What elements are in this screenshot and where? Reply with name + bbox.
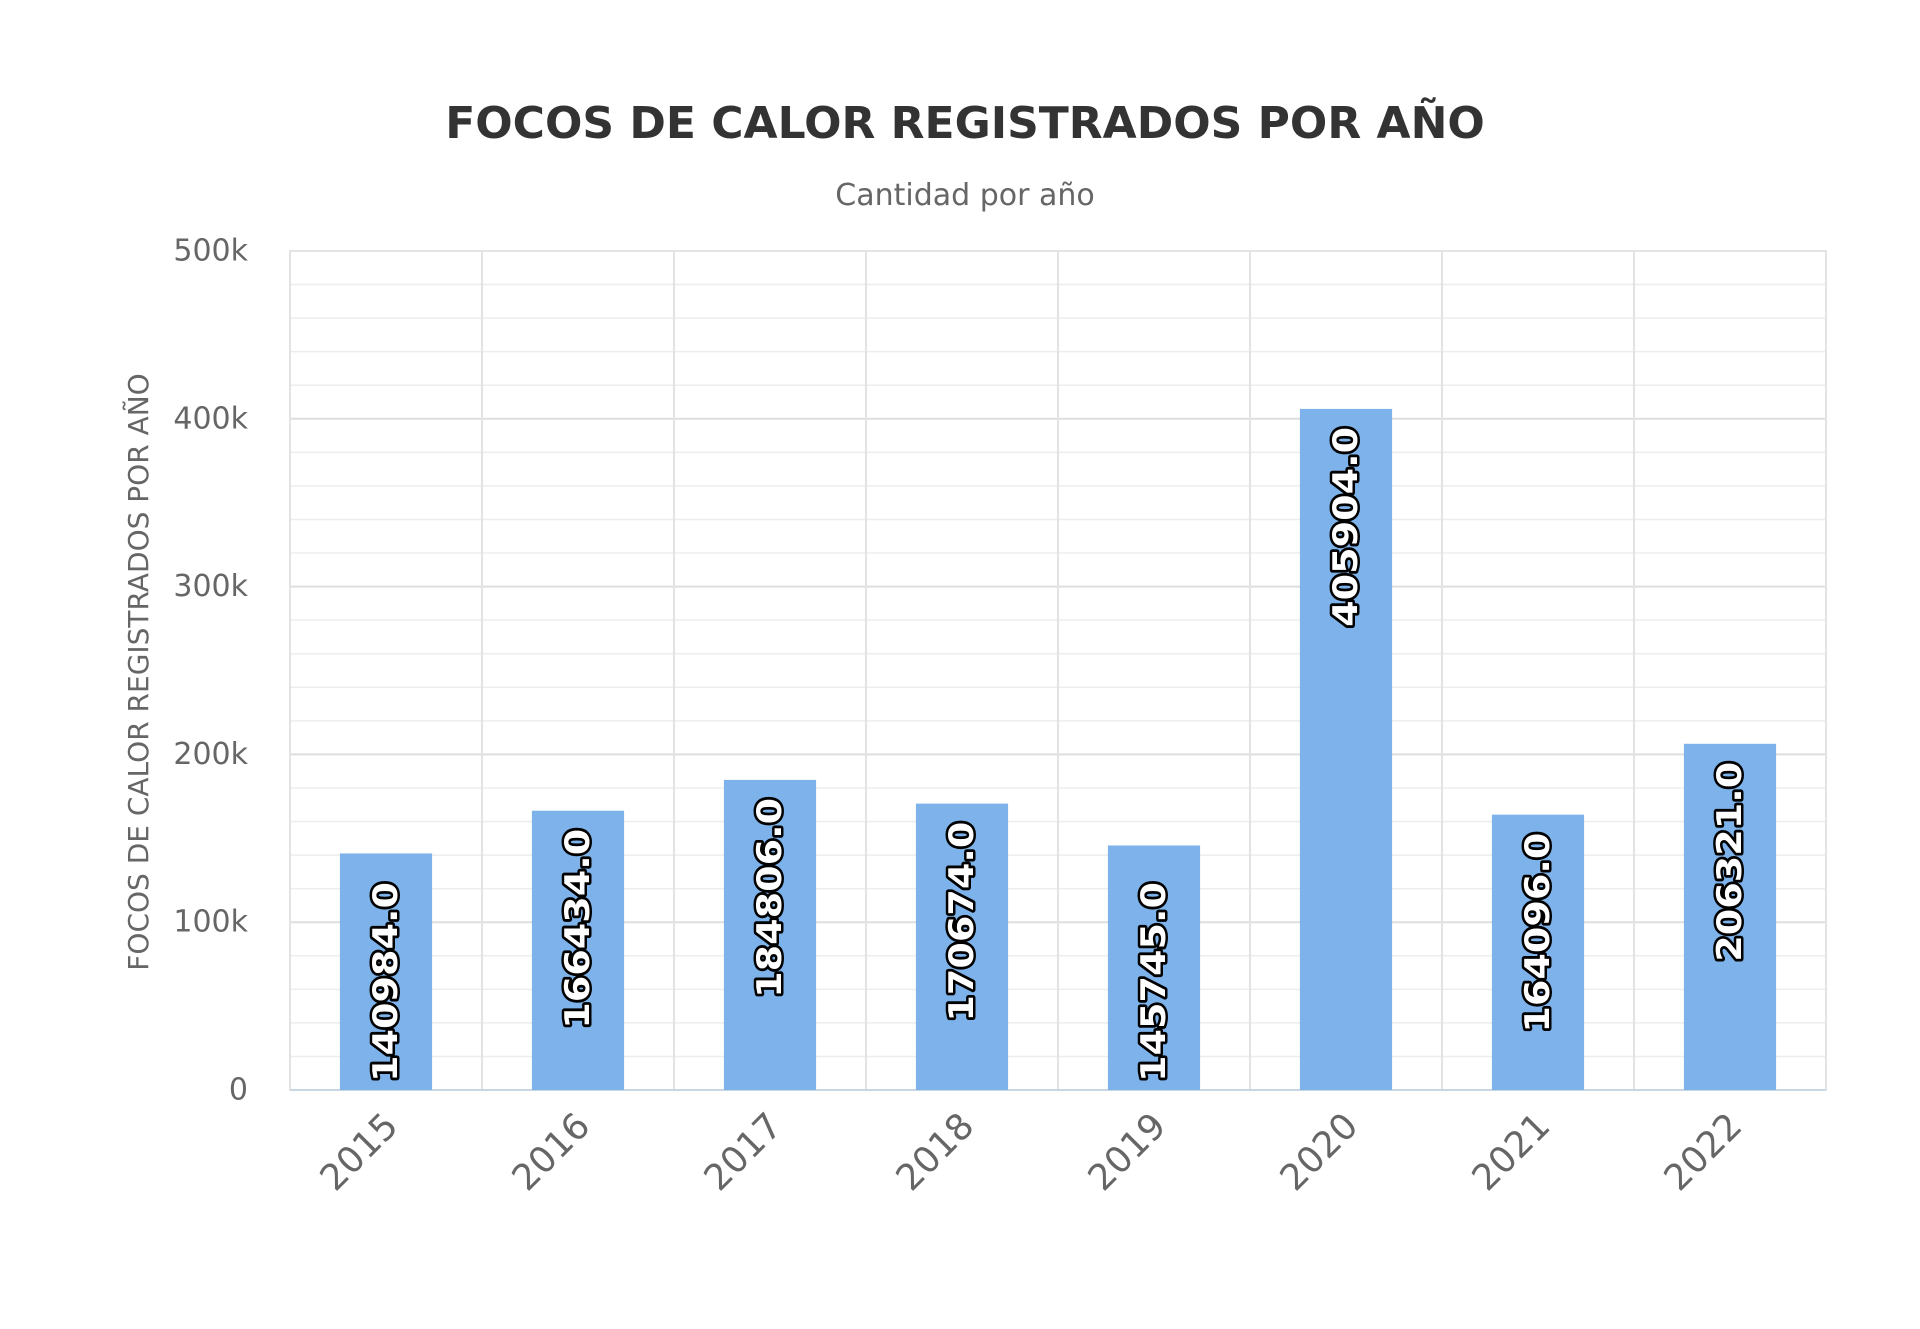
chart-subtitle: Cantidad por año bbox=[835, 178, 1094, 213]
bar-2022 bbox=[1683, 743, 1777, 1090]
data-label-2018: 170674.0 bbox=[942, 822, 982, 1022]
data-labels: 140984.0 166434.0 184806.0 170674.0 145745.0… bbox=[364, 424, 1753, 1084]
bar-2016 bbox=[531, 810, 625, 1090]
data-label-2021: 164096.0 bbox=[1518, 833, 1558, 1033]
x-tick-label: 2019 bbox=[1081, 1105, 1175, 1199]
bar-2021 bbox=[1491, 814, 1585, 1090]
x-tick-label: 2015 bbox=[313, 1105, 407, 1199]
x-tick-label: 2017 bbox=[697, 1105, 791, 1199]
x-axis-ticks: 2015 2016 2017 2018 2019 2020 2021 2022 bbox=[313, 1105, 1751, 1199]
bar-2018 bbox=[915, 803, 1009, 1090]
x-tick-label: 2020 bbox=[1273, 1105, 1367, 1199]
y-axis-label: FOCOS DE CALOR REGISTRADOS POR AÑO bbox=[122, 373, 155, 970]
data-label-2022: 206321.0 bbox=[1710, 762, 1750, 962]
y-tick-label: 300k bbox=[173, 569, 248, 604]
bar-2015 bbox=[339, 853, 433, 1090]
data-label-2019: 145745.0 bbox=[1134, 882, 1174, 1082]
data-label-2016: 166434.0 bbox=[558, 829, 598, 1029]
x-tick-label: 2022 bbox=[1657, 1105, 1751, 1199]
bars bbox=[339, 408, 1777, 1091]
x-tick-label: 2016 bbox=[505, 1105, 599, 1199]
y-tick-label: 0 bbox=[229, 1073, 248, 1108]
x-tick-label: 2021 bbox=[1465, 1105, 1559, 1199]
data-label-2020: 405904.0 bbox=[1326, 427, 1366, 627]
y-axis-ticks: 0 100k 200k 300k 400k 500k bbox=[173, 234, 248, 1108]
data-label-2015: 140984.0 bbox=[366, 882, 406, 1082]
bar-2020 bbox=[1299, 408, 1393, 1091]
data-label-2017: 184806.0 bbox=[750, 798, 790, 998]
bar-2017 bbox=[723, 779, 817, 1090]
y-tick-label: 400k bbox=[173, 401, 248, 436]
chart-title: FOCOS DE CALOR REGISTRADOS POR AÑO bbox=[445, 96, 1485, 149]
grid bbox=[289, 250, 1827, 1091]
y-tick-label: 500k bbox=[173, 234, 248, 269]
bar-2019 bbox=[1107, 845, 1201, 1090]
y-tick-label: 200k bbox=[173, 737, 248, 772]
y-tick-label: 100k bbox=[173, 905, 248, 940]
x-tick-label: 2018 bbox=[889, 1105, 983, 1199]
